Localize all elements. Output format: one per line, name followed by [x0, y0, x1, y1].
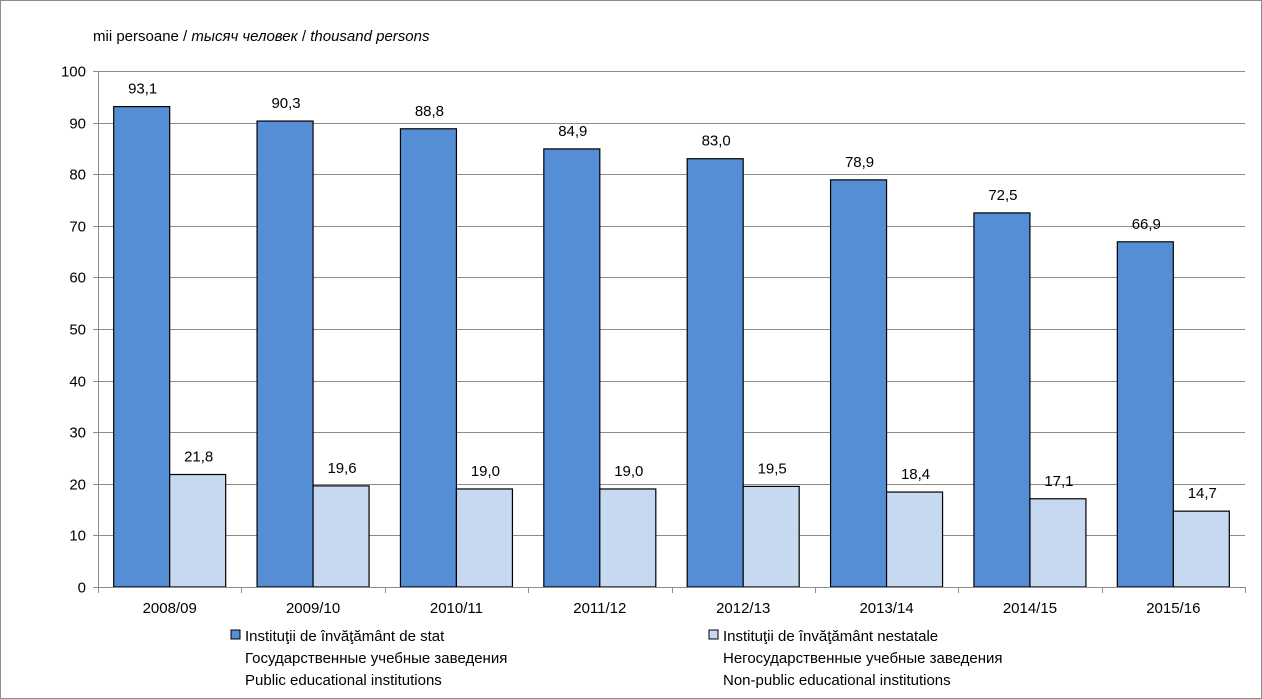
y-tick-label: 40 [69, 374, 86, 391]
x-axis: 2008/09 2009/10 2010/11 2011/12 2012/13 2013/… [98, 587, 1246, 617]
bar-non-public [742, 485, 800, 588]
legend-label: Государственные учебные заведения [245, 650, 507, 667]
legend-label: Public educational institutions [245, 672, 442, 689]
y-tick-label: 0 [78, 580, 86, 597]
bar-non-public [312, 485, 370, 588]
bar-public [829, 179, 888, 588]
legend-label: Non-public educational institutions [723, 672, 951, 689]
data-label: 72,5 [988, 187, 1017, 204]
y-tick-label: 10 [69, 528, 86, 545]
x-tick-label: 2015/16 [1146, 600, 1200, 617]
bar-non-public [455, 488, 514, 588]
legend-label: Негосударственные учебные заведения [723, 650, 1003, 667]
data-label: 21,8 [184, 449, 213, 466]
x-tick-label: 2014/15 [1003, 600, 1057, 617]
data-label: 88,8 [415, 103, 444, 120]
bars: 93,1 21,8 90,3 19,6 88,8 19,0 84,9 19,0 83,0 19,5… [113, 81, 1230, 588]
x-tick-label: 2009/10 [286, 600, 340, 617]
y-tick-label: 100 [61, 64, 86, 81]
y-tick-label: 60 [69, 270, 86, 287]
x-tick-label: 2008/09 [143, 600, 197, 617]
legend-label: Instituţii de învăţământ de stat [245, 628, 445, 645]
data-label: 18,4 [901, 466, 930, 483]
data-label: 19,0 [614, 463, 643, 480]
x-tick-label: 2012/13 [716, 600, 770, 617]
bar-non-public [169, 473, 227, 588]
legend-swatch-non-public [708, 629, 719, 640]
data-label: 78,9 [845, 154, 874, 171]
y-axis: 0 10 20 30 40 50 60 70 80 90 100 [61, 64, 99, 597]
bar-public [113, 106, 171, 588]
bar-public [399, 128, 458, 588]
data-label: 84,9 [558, 123, 587, 140]
bar-public [686, 158, 744, 588]
data-label: 83,0 [702, 133, 731, 150]
y-tick-label: 20 [69, 477, 86, 494]
data-label: 19,0 [471, 463, 500, 480]
legend: Instituţii de învăţământ de stat Государс… [230, 628, 1003, 689]
bar-public [543, 148, 601, 588]
data-label: 19,6 [327, 460, 356, 477]
bar-public [256, 120, 314, 588]
y-tick-label: 70 [69, 219, 86, 236]
data-label: 90,3 [271, 95, 300, 112]
y-tick-label: 80 [69, 167, 86, 184]
data-label: 19,5 [758, 460, 787, 477]
bar-non-public [599, 488, 657, 588]
bar-non-public [885, 491, 944, 588]
unit-label: mii persoane / тысяч человек / thousand … [93, 28, 430, 45]
x-tick-label: 2010/11 [430, 600, 483, 617]
x-tick-label: 2011/12 [573, 600, 626, 617]
x-tick-label: 2013/14 [859, 600, 913, 617]
data-label: 17,1 [1044, 473, 1073, 490]
legend-label: Instituţii de învăţământ nestatale [723, 628, 938, 645]
y-tick-label: 30 [69, 425, 86, 442]
data-label: 14,7 [1188, 485, 1217, 502]
bar-public [1116, 241, 1174, 588]
y-tick-label: 90 [69, 116, 86, 133]
data-label: 66,9 [1132, 216, 1161, 233]
bar-non-public [1172, 510, 1230, 588]
bar-public [973, 212, 1031, 588]
data-label: 93,1 [128, 81, 157, 98]
legend-swatch-public [230, 629, 241, 640]
y-tick-label: 50 [69, 322, 86, 339]
bar-non-public [1029, 498, 1087, 588]
